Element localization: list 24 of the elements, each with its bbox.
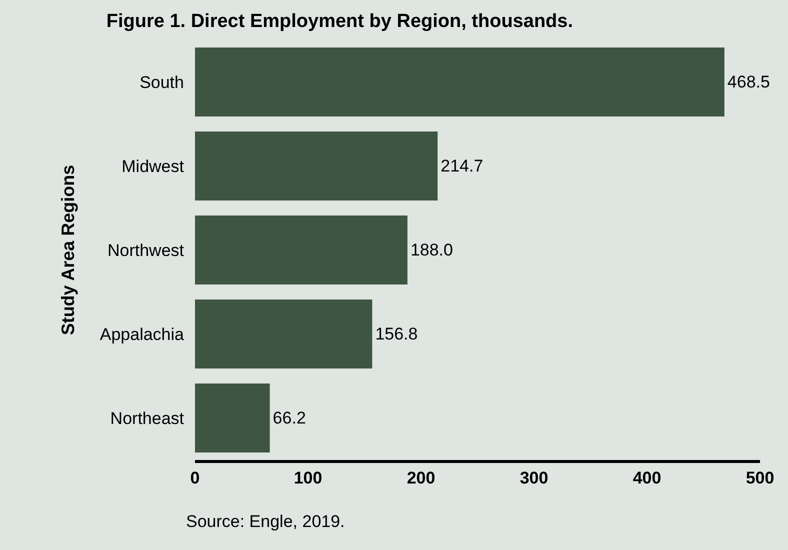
x-tick-label: 0 — [190, 468, 200, 488]
x-tick-label: 500 — [746, 468, 774, 488]
x-tick-label: 300 — [520, 468, 548, 488]
data-label: 214.7 — [440, 156, 484, 176]
y-tick-label: Appalachia — [100, 324, 185, 344]
chart-title: Figure 1. Direct Employment by Region, thousands. — [106, 11, 574, 32]
bar — [195, 384, 270, 452]
y-tick-label: Midwest — [122, 156, 184, 176]
y-tick-label: South — [140, 72, 184, 92]
source-note: Source: Engle, 2019. — [186, 512, 345, 531]
x-tick-label: 400 — [632, 468, 662, 488]
bar — [195, 48, 724, 116]
x-tick-label: 200 — [406, 468, 436, 488]
bar — [195, 300, 372, 368]
bar — [195, 132, 438, 200]
y-tick-label: Northwest — [107, 240, 184, 260]
data-label: 468.5 — [727, 72, 770, 92]
y-tick-label: Northeast — [110, 408, 184, 428]
data-label: 66.2 — [272, 408, 306, 428]
bar — [195, 216, 408, 284]
data-label: 156.8 — [375, 324, 418, 344]
y-axis-title: Study Area Regions — [58, 164, 78, 336]
x-tick-label: 100 — [294, 468, 322, 488]
data-label: 188.0 — [410, 240, 453, 260]
